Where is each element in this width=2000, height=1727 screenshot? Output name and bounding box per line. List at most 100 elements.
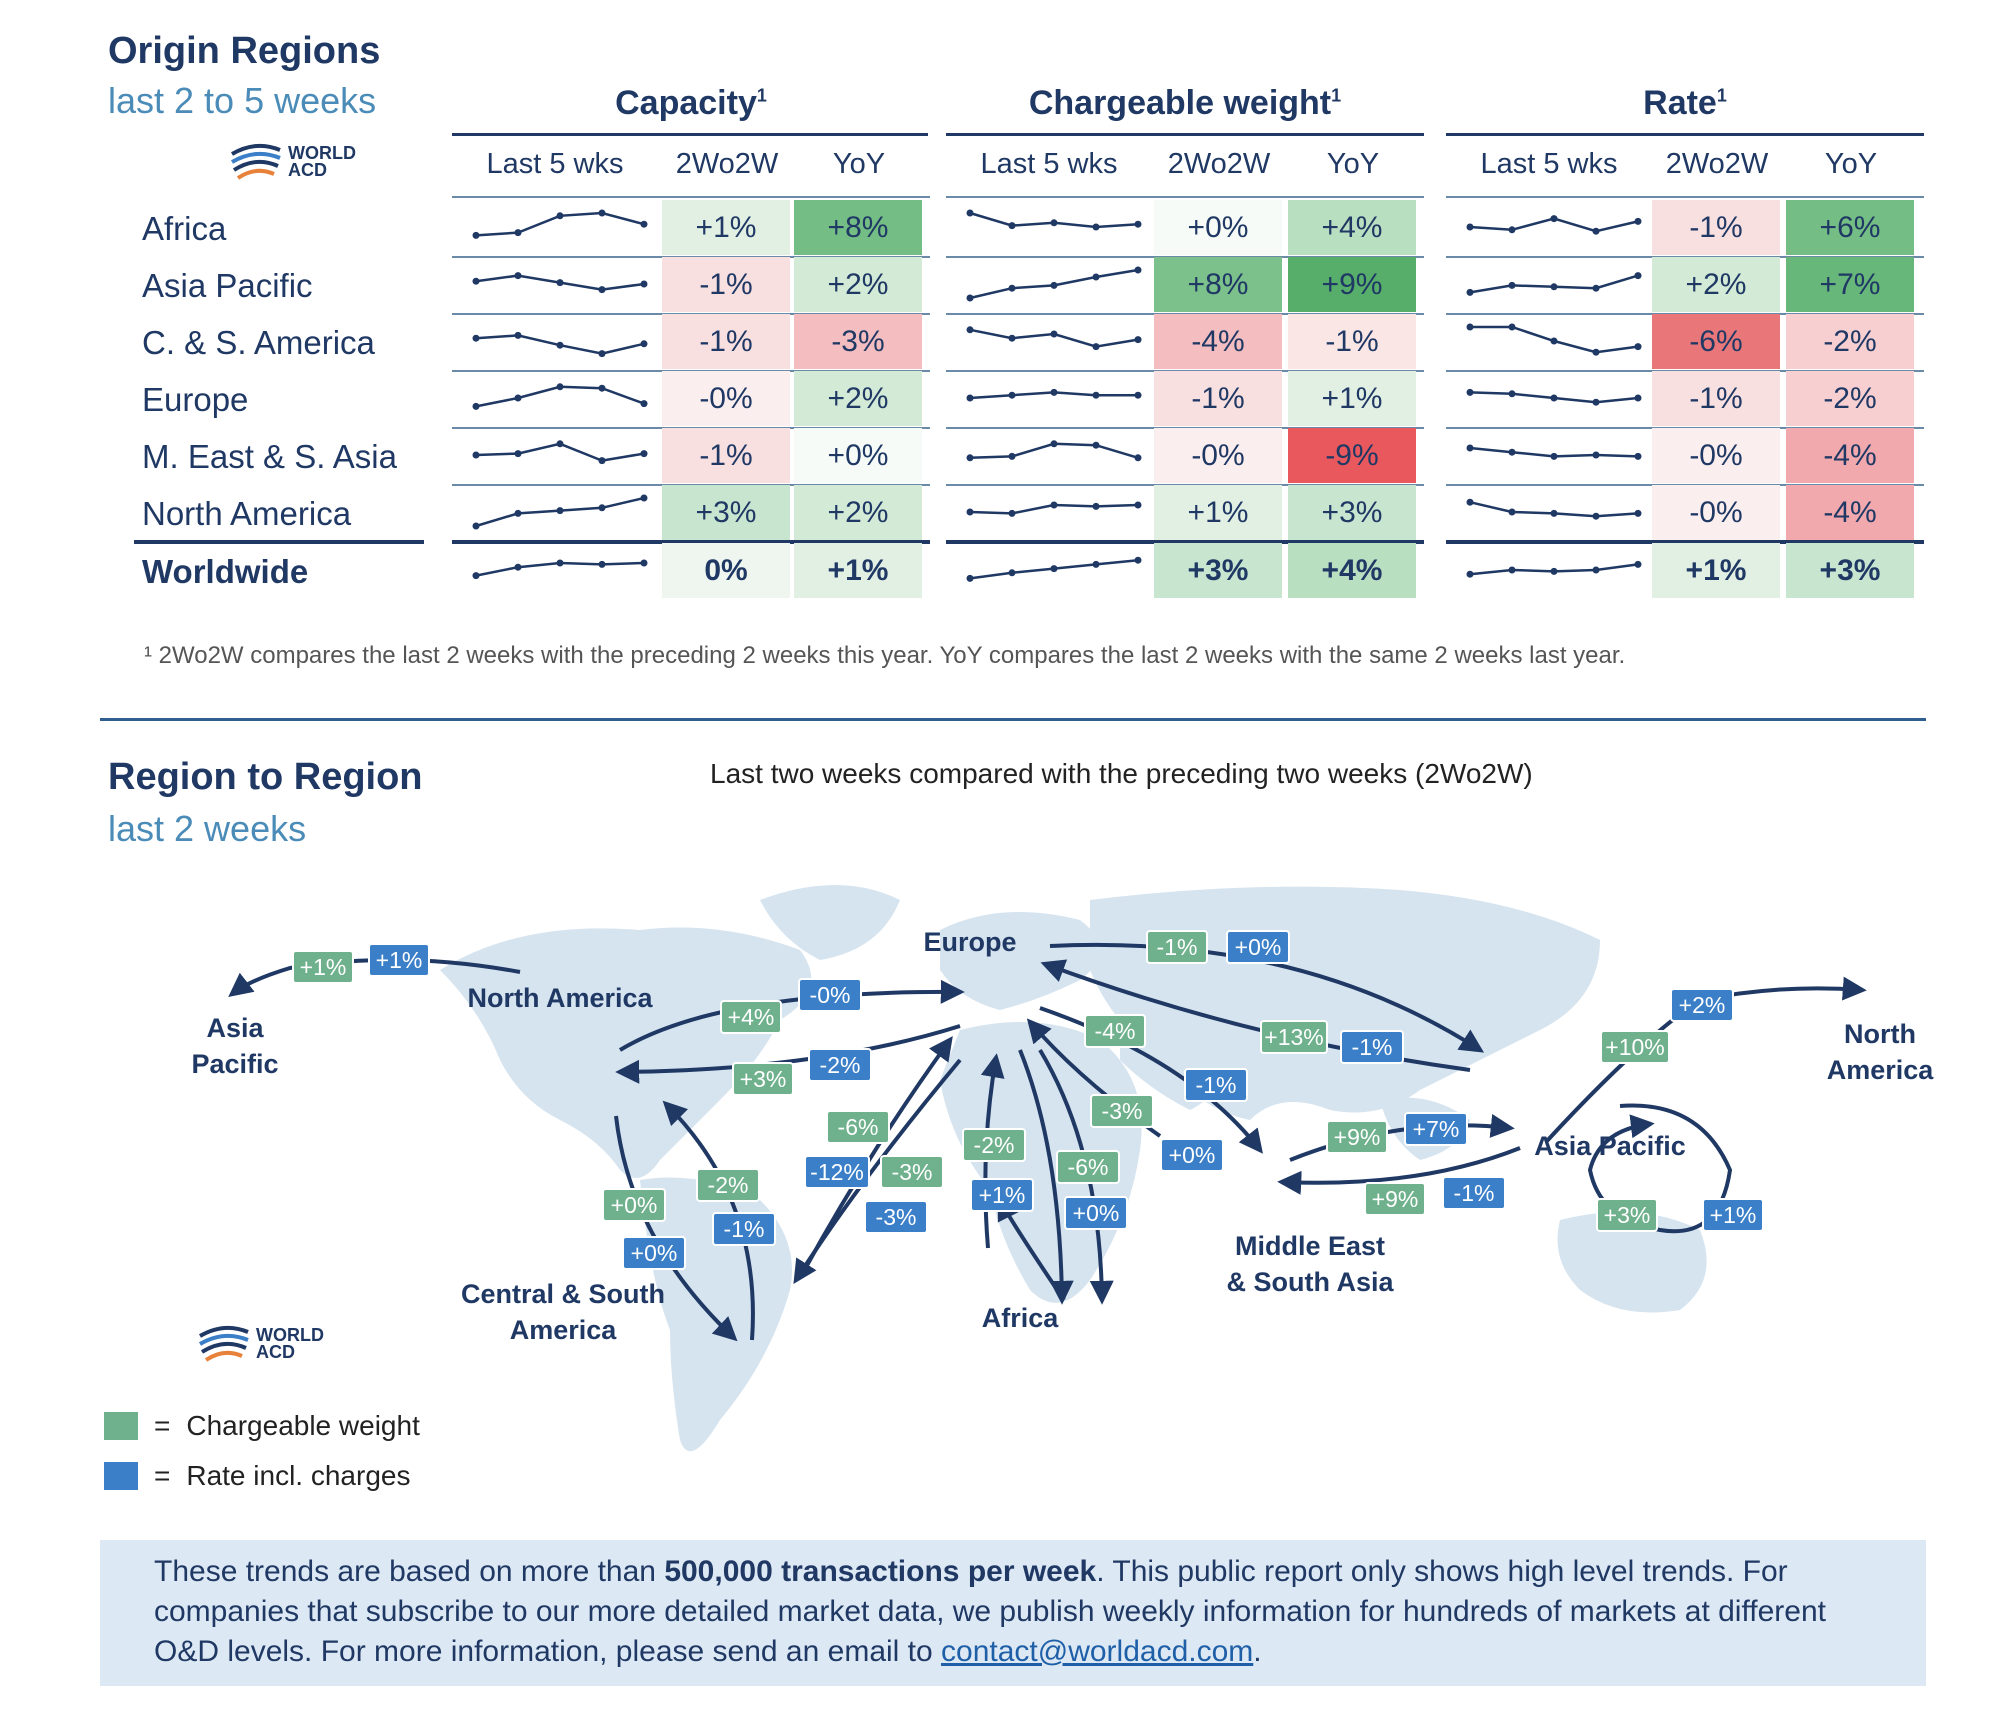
flow-badge-weight: -2% [962,1128,1026,1162]
map-label-north-america: North America [467,983,653,1013]
sparkline-point [556,383,564,391]
sparkline-capacity [472,272,648,294]
column-header-capacity-2: YoY [832,148,886,180]
sparkline-point [1508,566,1516,574]
sparkline-point [598,350,606,358]
worldacd-logo-text: WORLD ACD [288,143,356,180]
cell-chargeable_weight-yoy: -1% [1288,314,1416,369]
sparkline-capacity [472,331,648,358]
cell-chargeable_weight-w2o2w: -0% [1154,428,1282,483]
email-link[interactable]: contact@worldacd.com [941,1635,1254,1668]
sparkline-point [556,440,564,448]
sparkline-point [472,277,480,285]
flow-badge-rate: -1% [1340,1030,1404,1064]
sparkline-point [966,209,974,217]
cell-capacity-yoy: +2% [794,257,922,312]
cell-rate-yoy: -2% [1786,314,1914,369]
arrow-na-to-csa [614,1115,738,1342]
section-divider [100,718,1926,721]
sparkline-point [1050,565,1058,573]
legend-item-rate: = Rate incl. charges [104,1460,420,1492]
sparkline-point [556,341,564,349]
flow-badge-weight: -3% [880,1155,944,1189]
flow-badge-rate: +2% [1670,988,1734,1022]
sparkline-point [1134,266,1142,274]
group-capacity-title: Capacity1 [615,84,767,122]
flow-badge-weight: -4% [1084,1014,1146,1048]
flow-badge-weight: -6% [1056,1150,1120,1184]
sparkline-point [472,451,480,459]
sparkline-point [1592,512,1600,520]
flow-badge-rate: +0% [1160,1138,1224,1172]
arrow-ap-to-me [1277,1146,1521,1195]
worldwide-rule [452,540,930,544]
cell-chargeable_weight-yoy: +4% [1288,543,1416,598]
cell-rate-w2o2w: -0% [1652,428,1780,483]
flow-badge-rate: -12% [804,1155,870,1189]
sparkline-point [1550,283,1558,291]
sparkline-point [472,334,480,342]
arrow-europe-to-africa [1018,1049,1074,1305]
flow-badge-rate: -2% [808,1048,872,1082]
sparkline-point [1508,226,1516,234]
sparkline-point [1550,394,1558,402]
arrow-csa-to-na [662,1100,755,1341]
sparkline-point [640,450,648,458]
legend-item-chargeable: = Chargeable weight [104,1410,420,1442]
sparkline-point [472,522,480,530]
flow-badge-rate: +7% [1404,1112,1468,1146]
sparkline-point [556,559,564,567]
sparkline-point [514,394,522,402]
flow-badge-weight: +9% [1364,1182,1426,1216]
sparkline-rate [1466,215,1642,235]
sparkline-point [1508,508,1516,516]
header-rule-capacity [452,196,930,198]
column-header-chargeable_weight-1: 2Wo2W [1167,148,1271,180]
cell-rate-yoy: -2% [1786,371,1914,426]
sparkline-point [966,394,974,402]
sparkline-point [514,331,522,339]
worldacd-logo-bottom: WORLD ACD [198,1322,324,1366]
cell-chargeable_weight-w2o2w: +0% [1154,200,1282,255]
flow-badge-weight: +1% [292,950,354,984]
sparkline-point [1134,336,1142,344]
worldacd-logo-text: WORLD ACD [256,1325,324,1362]
sparkline-point [514,272,522,280]
sparkline-point [1634,560,1642,568]
arrow-me-to-ap [1289,1113,1515,1162]
cell-rate-w2o2w: -0% [1652,485,1780,540]
sparkline-point [1008,284,1016,292]
region-label: North America [142,495,352,532]
sparkline-point [1050,281,1058,289]
sparkline-point [514,229,522,237]
sparkline-point [1134,501,1142,509]
sparkline-point [472,572,480,580]
group-rate-title: Rate1 [1643,84,1727,122]
sparkline-point [598,209,606,217]
flow-badge-weight: +3% [1596,1198,1658,1232]
sparkline-point [1634,394,1642,402]
cell-capacity-w2o2w: -1% [662,314,790,369]
cell-rate-w2o2w: -1% [1652,371,1780,426]
sparkline-point [1592,227,1600,235]
sparkline-point [1092,273,1100,281]
region-label: M. East & S. Asia [142,438,397,475]
sparkline-point [1466,388,1474,396]
cell-rate-yoy: -4% [1786,428,1914,483]
sparkline-point [1092,391,1100,399]
sparkline-point [1466,498,1474,506]
sparkline-point [1092,441,1100,449]
cell-capacity-yoy: +1% [794,543,922,598]
sparkline-chargeable_weight [966,440,1142,462]
cell-chargeable_weight-yoy: +4% [1288,200,1416,255]
group-chargeable-rule [946,133,1424,136]
cell-chargeable_weight-w2o2w: +3% [1154,543,1282,598]
sparkline-capacity [472,559,648,580]
sparkline-point [472,231,480,239]
flow-badge-weight: +10% [1600,1030,1670,1064]
sparkline-point [1634,272,1642,280]
sparkline-point [1466,223,1474,231]
sparkline-rate [1466,388,1642,406]
sparkline-point [598,560,606,568]
region-label: Asia Pacific [142,267,313,304]
